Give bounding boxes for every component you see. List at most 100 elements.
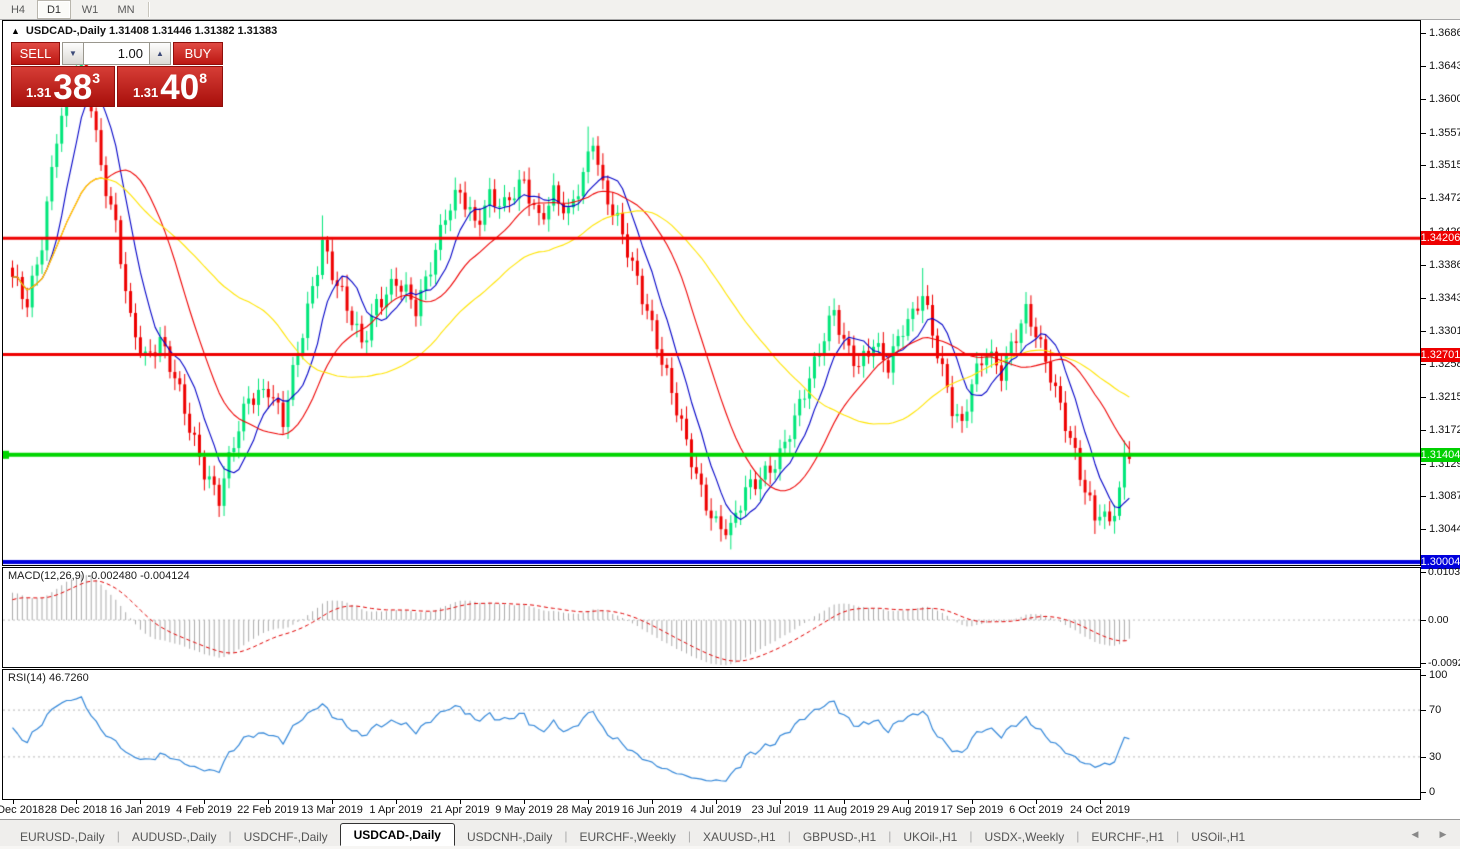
tab-eurchf-weekly[interactable]: EURCHF-,Weekly [579, 829, 676, 844]
date-tick-mark [908, 800, 909, 804]
price-axis[interactable]: 1.36860 1.36430 1.36000 1.35570 1.35150 1.347… [1421, 20, 1460, 800]
date-tick-mark [396, 800, 397, 804]
price-line-label: 1.34206 [1420, 231, 1460, 245]
price-tick-label: 1.33430 [1429, 292, 1460, 304]
tab-eurchf-h1[interactable]: EURCHF-,H1 [1091, 829, 1165, 844]
tab-separator: | [1076, 828, 1080, 843]
date-tick-mark [204, 800, 205, 804]
date-tick-mark [460, 800, 461, 804]
tab-usdcnh-daily[interactable]: USDCNH-,Daily [466, 829, 553, 844]
price-tick-label: 1.35570 [1429, 127, 1460, 139]
chart-header: ▲ USDCAD-,Daily 1.31408 1.31446 1.31382 … [11, 25, 277, 37]
price-tick-mark [1421, 364, 1426, 365]
date-tick-mark [1036, 800, 1037, 804]
date-tick-mark [76, 800, 77, 804]
tab-gbpusd-h1[interactable]: GBPUSD-,H1 [802, 829, 877, 844]
rsi-tick-mark [1421, 675, 1426, 676]
rsi-canvas[interactable] [3, 670, 1420, 799]
rsi-tick-mark [1421, 757, 1426, 758]
sell-button[interactable]: SELL [11, 42, 60, 65]
price-tick-label: 1.34720 [1429, 192, 1460, 204]
timeframe-button-h4[interactable]: H4 [10, 3, 26, 16]
symbol-ohlc-text: USDCAD-,Daily 1.31408 1.31446 1.31382 1.… [25, 25, 278, 37]
date-tick-label: 23 Jul 2019 [751, 804, 809, 816]
macd-indicator-pane: MACD(12,26,9) -0.002480 -0.004124 [2, 567, 1421, 668]
volume-increase-button[interactable]: ▲ [149, 42, 171, 65]
price-line-label: 1.30004 [1420, 555, 1460, 569]
chart-tab-list: EURUSD-,Daily | AUDUSD-,Daily | USDCHF-,Dail… [8, 823, 1257, 846]
tab-ukoil-h1[interactable]: UKOil-,H1 [903, 829, 958, 844]
sell-price-box[interactable]: 1.31 38 3 [11, 66, 115, 107]
tab-separator: | [787, 828, 791, 843]
buy-price-box[interactable]: 1.31 40 8 [117, 66, 223, 107]
macd-scale-label: 0.010311 [1428, 566, 1460, 578]
buy-price-big: 40 [160, 68, 200, 107]
tab-separator: | [564, 828, 568, 843]
price-tick-mark [1421, 66, 1426, 67]
tab-scroll-right-icon[interactable]: ▶ [1439, 829, 1447, 839]
price-tick-mark [1421, 529, 1426, 530]
price-tick-mark [1421, 265, 1426, 266]
timeframe-button-w1[interactable]: W1 [81, 3, 99, 16]
date-tick-label: 21 Apr 2019 [430, 804, 490, 816]
price-tick-mark [1421, 397, 1426, 398]
rsi-scale-label: 0 [1429, 786, 1436, 798]
collapse-triangle-icon[interactable]: ▲ [11, 26, 20, 36]
sell-price-big: 38 [53, 68, 93, 107]
price-tick-mark [1421, 430, 1426, 431]
timeframe-button-mn[interactable]: MN [117, 3, 135, 16]
tab-separator: | [228, 828, 232, 843]
timeframe-button-d1[interactable]: D1 [37, 0, 71, 19]
price-tick-label: 1.33860 [1429, 259, 1460, 271]
rsi-tick-mark [1421, 792, 1426, 793]
date-tick-label: 4 Feb 2019 [176, 804, 232, 816]
volume-stepper: ▼ ▲ [62, 42, 171, 65]
price-tick-label: 1.36000 [1429, 93, 1460, 105]
tab-eurusd-daily[interactable]: EURUSD-,Daily [20, 829, 105, 844]
price-tick-mark [1421, 331, 1426, 332]
date-tick-label: 17 Sep 2019 [940, 804, 1004, 816]
date-tick-label: 16 Jun 2019 [621, 804, 683, 816]
price-tick-label: 1.32150 [1429, 391, 1460, 403]
tab-usoil-h1[interactable]: USOil-,H1 [1191, 829, 1246, 844]
status-strip [0, 846, 1460, 849]
date-tick-mark [332, 800, 333, 804]
date-tick-label: 9 May 2019 [495, 804, 553, 816]
rsi-scale-label: 100 [1429, 669, 1448, 681]
date-tick-label: 1 Apr 2019 [369, 804, 423, 816]
date-tick-label: 6 Oct 2019 [1009, 804, 1063, 816]
rsi-scale-label: 30 [1429, 751, 1442, 763]
price-line-label: 1.31404 [1420, 448, 1460, 462]
date-tick-label: 24 Oct 2019 [1070, 804, 1130, 816]
price-tick-mark [1421, 298, 1426, 299]
volume-input[interactable] [84, 42, 149, 65]
date-tick-mark [780, 800, 781, 804]
price-tick-label: 1.33010 [1429, 325, 1460, 337]
timeframe-toolbar: H4 D1 W1 MN [0, 0, 1460, 20]
date-tick-mark [13, 800, 14, 804]
price-tick-label: 1.35150 [1429, 159, 1460, 171]
buy-button[interactable]: BUY [173, 42, 223, 65]
tab-usdcad-daily[interactable]: USDCAD-,Daily [339, 823, 455, 846]
date-tick-label: 10 Dec 2018 [0, 804, 45, 816]
date-tick-mark [972, 800, 973, 804]
timeframe-button-group: H4 D1 W1 MN [0, 0, 144, 19]
price-tick-label: 1.31720 [1429, 424, 1460, 436]
sell-price-prefix: 1.31 [25, 85, 52, 100]
tab-audusd-daily[interactable]: AUDUSD-,Daily [131, 829, 217, 844]
tab-usdchf-daily[interactable]: USDCHF-,Daily [243, 829, 328, 844]
price-tick-mark [1421, 496, 1426, 497]
price-tick-label: 1.36430 [1429, 60, 1460, 72]
volume-decrease-button[interactable]: ▼ [62, 42, 84, 65]
tab-scroll-left-icon[interactable]: ◀ [1411, 829, 1419, 839]
macd-scale-label: 0.00 [1428, 614, 1449, 626]
tab-usdx-weekly[interactable]: USDX-,Weekly [984, 829, 1065, 844]
tab-separator: | [116, 828, 120, 843]
tab-separator: | [1176, 828, 1180, 843]
price-chart-canvas[interactable] [3, 21, 1420, 565]
tab-xauusd-h1[interactable]: XAUUSD-,H1 [703, 829, 776, 844]
macd-canvas[interactable] [3, 568, 1420, 667]
date-tick-mark [588, 800, 589, 804]
